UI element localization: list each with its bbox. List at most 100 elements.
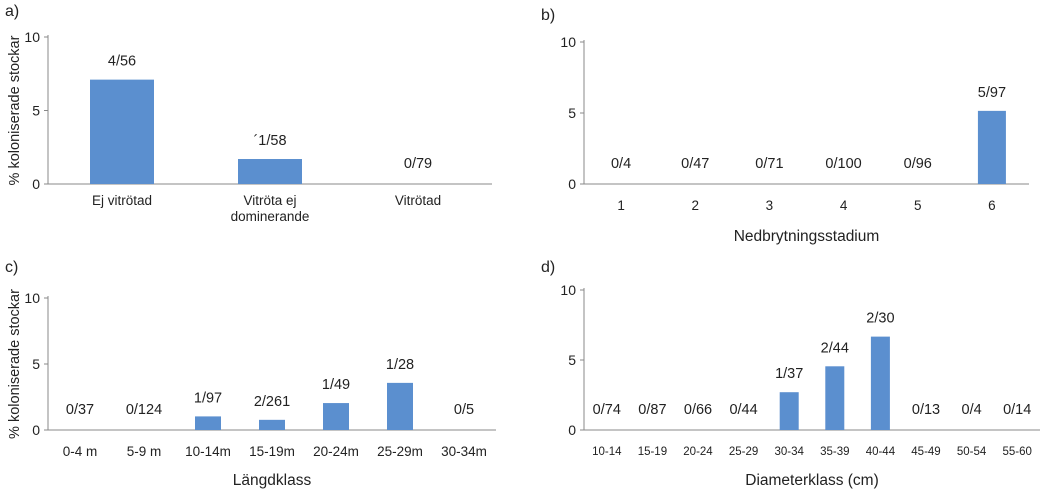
bar bbox=[238, 159, 302, 184]
data-label: 0/100 bbox=[825, 156, 861, 172]
x-tick-label-line: Vitröta ej bbox=[243, 193, 296, 208]
x-tick-label: 30-34 bbox=[774, 446, 804, 458]
y-tick-label: 10 bbox=[560, 282, 576, 298]
x-tick-label-line: 45-49 bbox=[911, 446, 940, 458]
panel-label: a) bbox=[5, 3, 19, 20]
x-tick-label: Vitröta ej dominerande bbox=[231, 193, 310, 224]
chart-panel-d: d) 0 5 10 0/74 10-14 0/87 15-19 0/66 20-24 0/44 25-… bbox=[541, 259, 1040, 489]
bar bbox=[779, 392, 799, 430]
data-label: 2/30 bbox=[866, 311, 894, 327]
panel-label: b) bbox=[541, 7, 555, 24]
x-tick-label: 50-54 bbox=[957, 446, 987, 458]
data-label: 1/49 bbox=[322, 377, 350, 393]
x-tick-label: 35-39 bbox=[820, 446, 849, 458]
x-tick-label: 4 bbox=[840, 198, 848, 213]
data-label: 1/28 bbox=[386, 357, 414, 373]
data-label: 0/124 bbox=[126, 402, 162, 418]
data-label: 0/13 bbox=[912, 402, 940, 418]
bar bbox=[387, 382, 413, 430]
x-tick-label-line: 3 bbox=[766, 198, 774, 213]
bar bbox=[977, 110, 1006, 184]
x-tick-label: 0-4 m bbox=[63, 444, 98, 459]
x-tick-label-line: 20-24 bbox=[683, 446, 713, 458]
data-label: 5/97 bbox=[978, 85, 1006, 101]
x-tick-label: 6 bbox=[988, 198, 996, 213]
x-tick-label: 25-29 bbox=[729, 446, 758, 458]
data-label: 0/74 bbox=[593, 402, 621, 418]
y-tick-label: 10 bbox=[560, 34, 576, 50]
x-tick-label: 55-60 bbox=[1002, 446, 1031, 458]
bar bbox=[323, 403, 349, 430]
x-axis-title: Längdklass bbox=[233, 472, 312, 489]
x-tick-label: 15-19 bbox=[638, 446, 667, 458]
x-tick-label: 1 bbox=[617, 198, 625, 213]
x-axis-title: Nedbrytningsstadium bbox=[734, 228, 880, 245]
y-tick-label: 10 bbox=[24, 290, 40, 306]
chart-panel-a: a) 0 5 10 4/56 Ej vitrötad ´1/58 Vitröta ej domi… bbox=[5, 3, 492, 224]
x-tick-label: 10-14m bbox=[185, 444, 231, 459]
x-tick-label-line: 5-9 m bbox=[127, 444, 162, 459]
bar bbox=[870, 336, 890, 430]
x-tick-label: 10-14 bbox=[592, 446, 622, 458]
x-tick-label-line: 15-19m bbox=[249, 444, 295, 459]
x-tick-label-line: 2 bbox=[691, 198, 699, 213]
data-label: 0/79 bbox=[404, 156, 432, 172]
data-label: 0/96 bbox=[904, 156, 932, 172]
x-tick-label: 3 bbox=[766, 198, 774, 213]
data-label: 0/47 bbox=[681, 156, 709, 172]
x-tick-label-line: 5 bbox=[914, 198, 922, 213]
x-tick-label-line: 25-29 bbox=[729, 446, 758, 458]
bar bbox=[90, 79, 154, 184]
y-tick-label: 10 bbox=[24, 29, 40, 45]
data-label: 2/261 bbox=[254, 394, 290, 410]
bar bbox=[259, 419, 285, 430]
x-tick-label: 5-9 m bbox=[127, 444, 162, 459]
x-tick-label-line: 50-54 bbox=[957, 446, 987, 458]
x-tick-label: Vitrötad bbox=[395, 193, 441, 208]
data-label: 1/97 bbox=[194, 390, 222, 406]
data-label: ´1/58 bbox=[253, 133, 286, 149]
data-label: 4/56 bbox=[108, 54, 136, 70]
x-tick-label: 2 bbox=[691, 198, 699, 213]
data-label: 0/71 bbox=[755, 156, 783, 172]
x-tick-label-line: dominerande bbox=[231, 209, 310, 224]
y-tick-label: 0 bbox=[568, 176, 576, 192]
x-tick-label-line: 10-14m bbox=[185, 444, 231, 459]
y-tick-label: 5 bbox=[568, 352, 576, 368]
y-tick-label: 0 bbox=[32, 176, 40, 192]
x-tick-label-line: Vitrötad bbox=[395, 193, 441, 208]
bar bbox=[825, 366, 845, 430]
x-tick-label-line: 1 bbox=[617, 198, 625, 213]
x-tick-label: 40-44 bbox=[866, 446, 896, 458]
x-tick-label: 30-34m bbox=[441, 444, 487, 459]
x-tick-label-line: 0-4 m bbox=[63, 444, 98, 459]
x-tick-label-line: 20-24m bbox=[313, 444, 359, 459]
x-tick-label-line: 30-34 bbox=[774, 446, 804, 458]
x-tick-label: 25-29m bbox=[377, 444, 423, 459]
data-label: 0/14 bbox=[1003, 402, 1031, 418]
data-label: 2/44 bbox=[821, 340, 849, 356]
y-tick-label: 5 bbox=[568, 105, 576, 121]
x-tick-label-line: 55-60 bbox=[1002, 446, 1031, 458]
x-tick-label-line: 10-14 bbox=[592, 446, 622, 458]
y-tick-label: 0 bbox=[32, 422, 40, 438]
chart-panel-c: c) 0 5 10 0/37 0-4 m 0/124 5-9 m 1/97 10-14m 2/261… bbox=[5, 259, 496, 489]
x-tick-label-line: 15-19 bbox=[638, 446, 667, 458]
x-tick-label-line: 30-34m bbox=[441, 444, 487, 459]
data-label: 0/87 bbox=[638, 402, 666, 418]
x-tick-label-line: 6 bbox=[988, 198, 996, 213]
x-tick-label-line: 35-39 bbox=[820, 446, 849, 458]
data-label: 1/37 bbox=[775, 366, 803, 382]
data-label: 0/37 bbox=[66, 402, 94, 418]
y-tick-label: 5 bbox=[32, 103, 40, 119]
chart-panel-b: b) 0 5 10 0/4 1 0/47 2 0/71 3 0/100 4 0/96 5 5/97 6 Nedb… bbox=[541, 7, 1029, 245]
panel-label: c) bbox=[5, 259, 18, 276]
x-tick-label: 20-24 bbox=[683, 446, 713, 458]
x-axis-title: Diameterklass (cm) bbox=[745, 472, 878, 489]
y-tick-label: 5 bbox=[32, 356, 40, 372]
x-tick-label: Ej vitrötad bbox=[92, 193, 152, 208]
x-tick-label: 15-19m bbox=[249, 444, 295, 459]
data-label: 0/4 bbox=[611, 156, 631, 172]
x-tick-label-line: 25-29m bbox=[377, 444, 423, 459]
y-tick-label: 0 bbox=[568, 422, 576, 438]
